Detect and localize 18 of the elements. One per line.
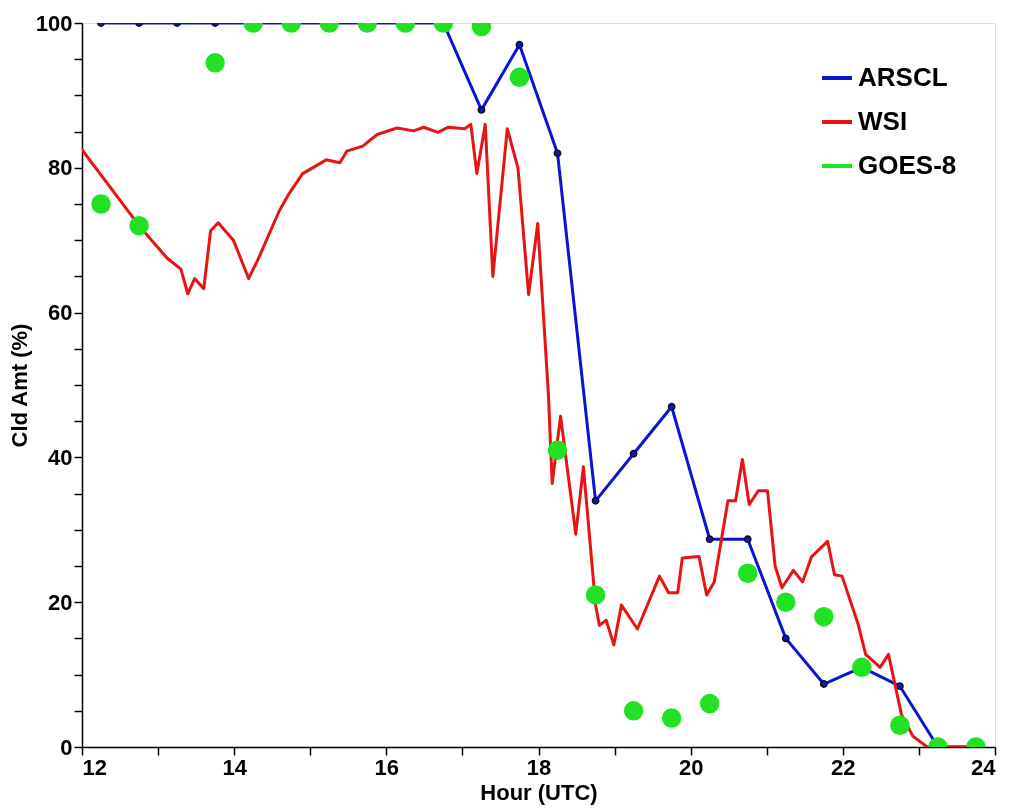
x-axis-title: Hour (UTC) [480,779,598,805]
x-tick-label: 20 [678,754,704,780]
y-tick-label: 100 [35,10,73,36]
y-tick-label: 80 [48,155,73,181]
x-tick-label: 14 [222,754,248,780]
x-tick-label: 16 [374,754,400,780]
legend-label: WSI [858,106,908,136]
x-tick-label: 18 [526,754,552,780]
y-tick-label: 40 [48,444,73,470]
y-tick-label: 0 [60,734,73,760]
x-tick-label: 12 [82,754,107,780]
legend-label: GOES-8 [858,150,957,180]
y-axis-title: Cld Amt (%) [6,323,32,448]
legend-label: ARSCL [858,62,948,92]
x-tick-label: 24 [971,754,997,780]
y-tick-label: 20 [48,589,73,615]
y-tick-label: 60 [48,300,73,326]
x-tick-label: 22 [831,754,856,780]
